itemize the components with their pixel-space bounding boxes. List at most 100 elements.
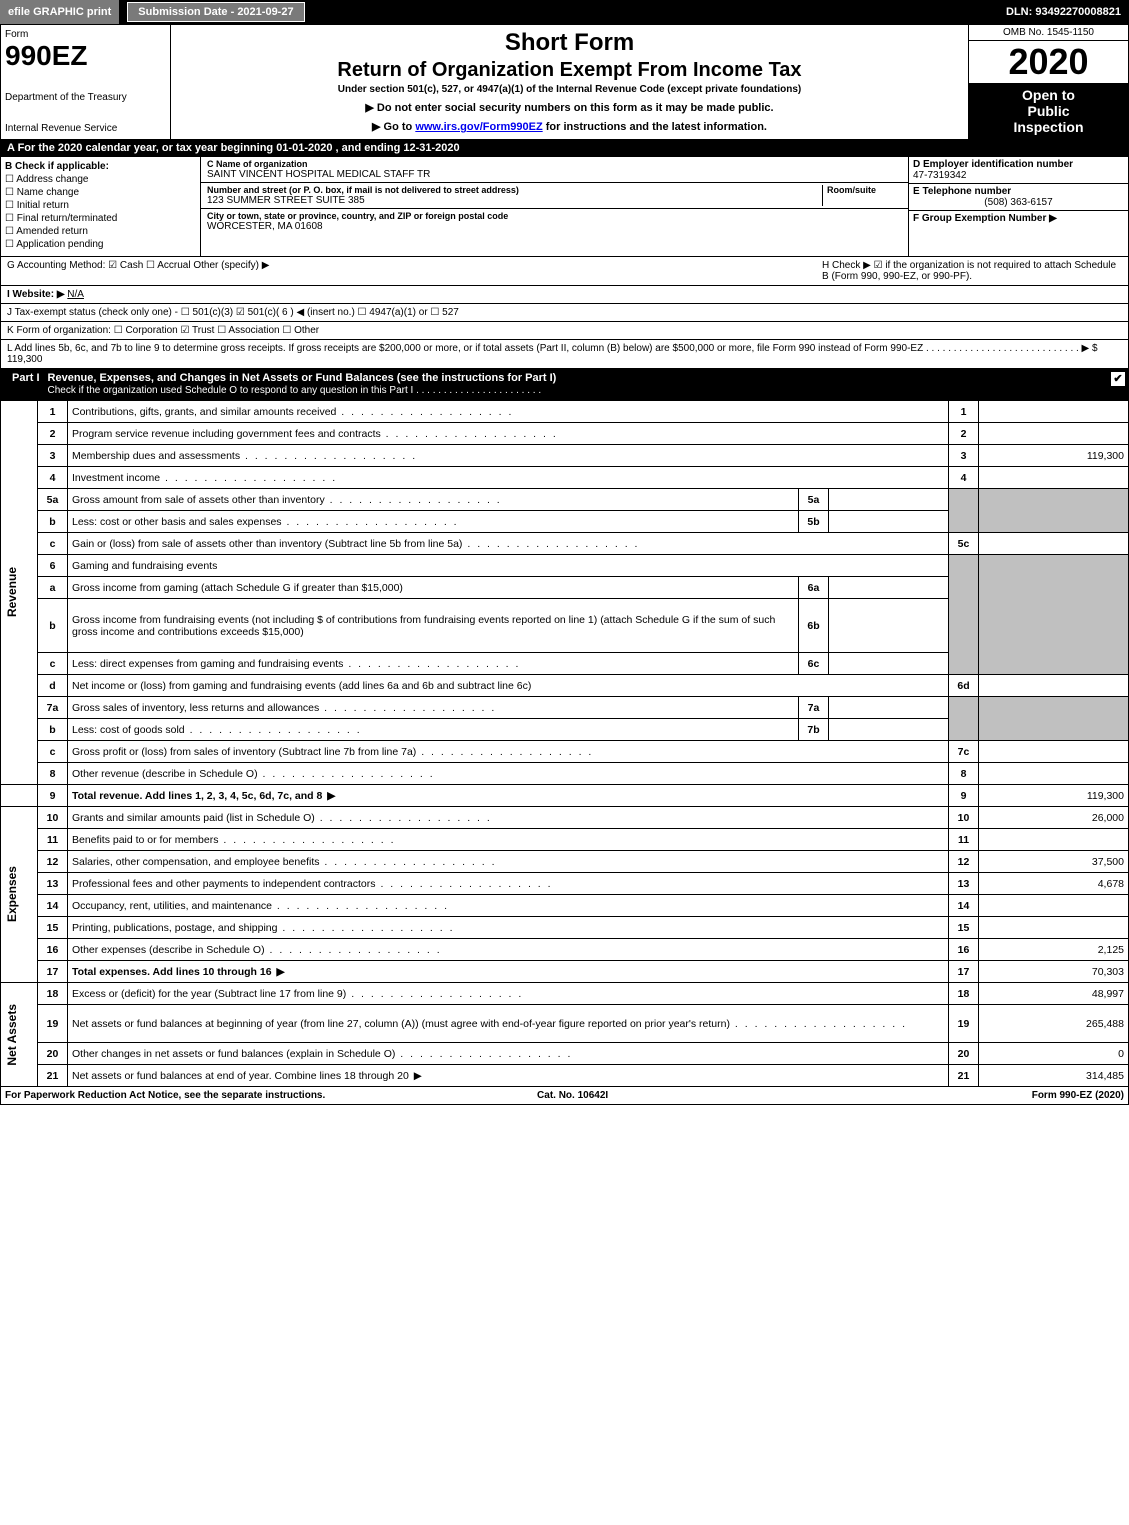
grey-amt-6 [979,555,1129,675]
l-amount: 119,300 [7,354,42,365]
ln-18: 18 [38,983,68,1005]
amt-9: 119,300 [979,785,1129,807]
i-website: N/A [67,289,84,300]
part-i-title: Revenue, Expenses, and Changes in Net As… [48,372,1105,396]
val-6c [829,653,949,675]
num-18: 18 [949,983,979,1005]
cb-amended-return[interactable]: ☐ Amended return [5,226,196,237]
amt-20: 0 [979,1043,1129,1065]
desc-5c: Gain or (loss) from sale of assets other… [68,533,949,555]
num-19: 19 [949,1005,979,1043]
cb-amended-return-label: Amended return [16,226,88,237]
amt-4 [979,467,1129,489]
amt-2 [979,423,1129,445]
desc-6d: Net income or (loss) from gaming and fun… [68,675,949,697]
cb-address-change-label: Address change [16,174,88,185]
ln-2: 2 [38,423,68,445]
num-11: 11 [949,829,979,851]
ln-6d: d [38,675,68,697]
open-line3: Inspection [973,119,1124,135]
desc-16: Other expenses (describe in Schedule O) [68,939,949,961]
val-6a [829,577,949,599]
ln-7b: b [38,719,68,741]
sub-6c: 6c [799,653,829,675]
line-h: H Check ▶ ☑ if the organization is not r… [822,260,1122,282]
desc-6b: Gross income from fundraising events (no… [68,599,799,653]
desc-7b: Less: cost of goods sold [68,719,799,741]
amt-14 [979,895,1129,917]
schedule-o-checkbox[interactable]: ✔ [1111,372,1125,386]
cb-application-pending[interactable]: ☐ Application pending [5,239,196,250]
desc-18: Excess or (deficit) for the year (Subtra… [68,983,949,1005]
col-d-info: D Employer identification number 47-7319… [908,157,1128,256]
ln-7a: 7a [38,697,68,719]
num-6d: 6d [949,675,979,697]
efile-print-button[interactable]: efile GRAPHIC print [0,0,119,24]
revenue-side-label: Revenue [5,567,19,617]
col-b-checkboxes: B Check if applicable: ☐ Address change … [1,157,201,256]
ln-1: 1 [38,401,68,423]
num-5c: 5c [949,533,979,555]
open-line2: Public [973,103,1124,119]
c-city-label: City or town, state or province, country… [207,211,902,221]
desc-10: Grants and similar amounts paid (list in… [68,807,949,829]
cb-initial-return-label: Initial return [17,200,69,211]
open-public-badge: Open to Public Inspection [969,83,1128,139]
desc-14: Occupancy, rent, utilities, and maintena… [68,895,949,917]
num-3: 3 [949,445,979,467]
ln-5a: 5a [38,489,68,511]
grey-6 [949,555,979,675]
under-section: Under section 501(c), 527, or 4947(a)(1)… [179,84,960,95]
ln-13: 13 [38,873,68,895]
ln-3: 3 [38,445,68,467]
cb-initial-return[interactable]: ☐ Initial return [5,200,196,211]
row-l: L Add lines 5b, 6c, and 7b to line 9 to … [0,340,1129,369]
sub-6a: 6a [799,577,829,599]
phone-value: (508) 363-6157 [913,197,1124,208]
goto-note: ▶ Go to www.irs.gov/Form990EZ for instru… [179,120,960,133]
desc-17: Total expenses. Add lines 10 through 16 [68,961,949,983]
desc-19: Net assets or fund balances at beginning… [68,1005,949,1043]
grey-7 [949,697,979,741]
amt-12: 37,500 [979,851,1129,873]
ln-19: 19 [38,1005,68,1043]
desc-1: Contributions, gifts, grants, and simila… [68,401,949,423]
desc-11: Benefits paid to or for members [68,829,949,851]
open-line1: Open to [973,87,1124,103]
cb-address-change[interactable]: ☐ Address change [5,174,196,185]
cb-application-pending-label: Application pending [16,239,103,250]
ln-15: 15 [38,917,68,939]
dln-label: DLN: 93492270008821 [1006,6,1129,18]
form-word: Form [5,29,166,40]
header-center: Short Form Return of Organization Exempt… [171,25,968,139]
sub-5a: 5a [799,489,829,511]
i-label: I Website: ▶ [7,289,65,300]
row-g-h: G Accounting Method: ☑ Cash ☐ Accrual Ot… [0,257,1129,286]
sub-7a: 7a [799,697,829,719]
ln-5c: c [38,533,68,555]
c-name-label: C Name of organization [207,159,902,169]
num-13: 13 [949,873,979,895]
ln-21: 21 [38,1065,68,1087]
submission-date-button[interactable]: Submission Date - 2021-09-27 [127,2,304,22]
amt-1 [979,401,1129,423]
d-phone-label: E Telephone number [913,186,1124,197]
netassets-side-label: Net Assets [5,1004,19,1066]
cb-name-change[interactable]: ☐ Name change [5,187,196,198]
desc-13: Professional fees and other payments to … [68,873,949,895]
ln-9: 9 [38,785,68,807]
footer-cat: Cat. No. 10642I [537,1090,608,1101]
cb-final-return[interactable]: ☐ Final return/terminated [5,213,196,224]
revenue-side-end [1,785,38,807]
amt-11 [979,829,1129,851]
dept-treasury: Department of the Treasury [5,92,166,103]
form-header: Form 990EZ Department of the Treasury In… [0,24,1129,140]
ln-6c: c [38,653,68,675]
tax-year: 2020 [969,41,1128,83]
num-8: 8 [949,763,979,785]
irs-link[interactable]: www.irs.gov/Form990EZ [415,121,542,133]
amt-18: 48,997 [979,983,1129,1005]
ln-6a: a [38,577,68,599]
desc-9: Total revenue. Add lines 1, 2, 3, 4, 5c,… [68,785,949,807]
amt-15 [979,917,1129,939]
